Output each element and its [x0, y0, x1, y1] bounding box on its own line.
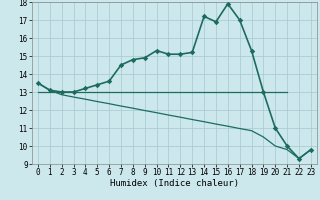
X-axis label: Humidex (Indice chaleur): Humidex (Indice chaleur)	[110, 179, 239, 188]
